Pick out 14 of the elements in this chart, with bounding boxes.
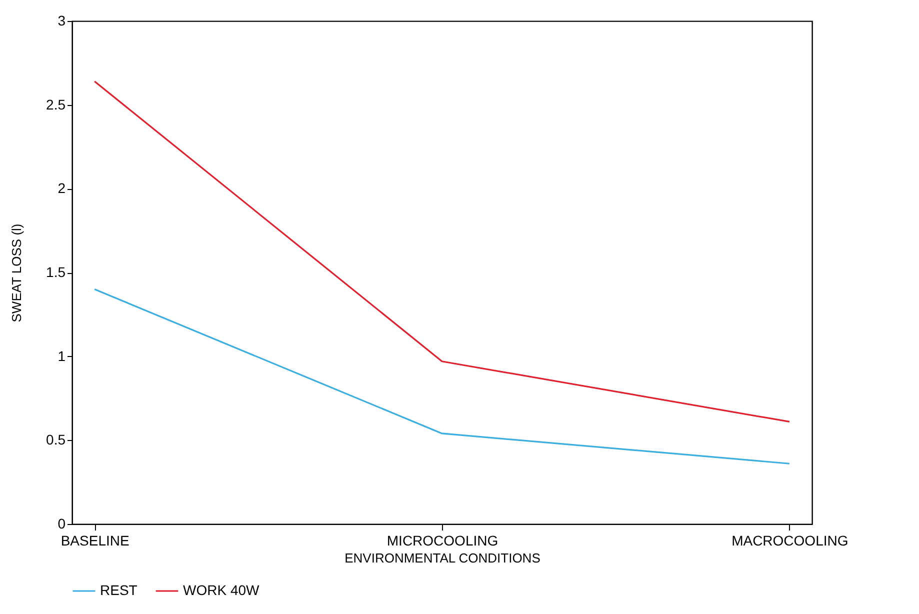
y-tick-label: 2.5 [46,96,66,112]
y-tick-label: 0 [58,516,66,532]
x-tick-label: MICROCOOLING [386,532,498,548]
y-tick-label: 1 [58,348,66,364]
x-tick-label: BASELINE [60,532,130,548]
y-tick-label: 0.5 [46,432,66,448]
legend-label: REST [100,582,138,598]
x-axis-title: ENVIRONMENTAL CONDITIONS [344,550,541,566]
y-tick-label: 3 [58,12,66,28]
legend-label: WORK 40W [183,582,260,598]
y-axis-title: SWEAT LOSS (l) [9,224,24,322]
y-tick-label: 1.5 [46,264,66,280]
x-tick-label: MACROCOOLING [732,532,848,548]
y-tick-label: 2 [58,180,66,196]
